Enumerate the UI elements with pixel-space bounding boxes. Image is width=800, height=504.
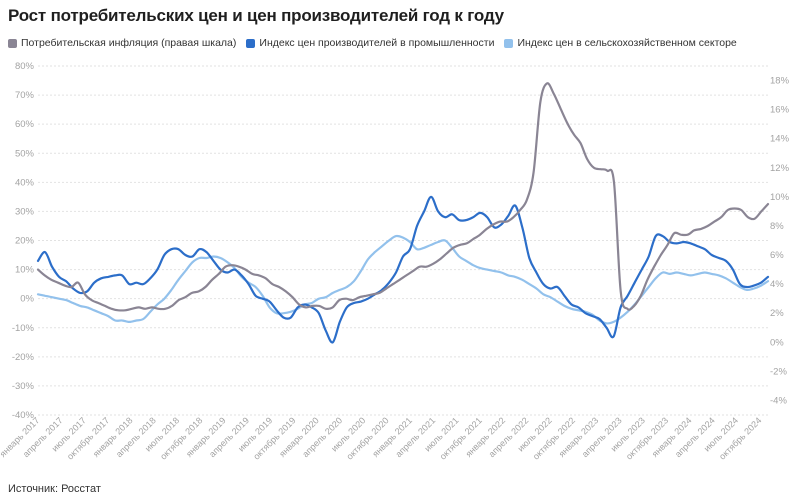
legend-item-ppi[interactable]: Индекс цен производителей в промышленнос… [246, 37, 494, 49]
chart-grid [38, 65, 768, 416]
source-note: Источник: Росстат [8, 483, 101, 495]
y-right-tick-label: 10% [770, 192, 790, 203]
legend-item-agri[interactable]: Индекс цен в сельскохозяйственном сектор… [504, 37, 737, 49]
y-left-tick-label: -20% [12, 352, 35, 363]
y-right-tick-label: -2% [770, 366, 787, 377]
legend-label-agri: Индекс цен в сельскохозяйственном сектор… [517, 37, 737, 49]
y-right-tick-label: 12% [770, 163, 790, 174]
legend-swatch-cpi [8, 38, 17, 48]
cpi-series-line [36, 82, 770, 312]
y-left-tick-label: -30% [12, 381, 35, 392]
y-right-tick-label: 4% [770, 279, 784, 290]
legend-label-cpi: Потребительская инфляция (правая шкала) [21, 37, 237, 49]
y-left-tick-label: 70% [15, 90, 35, 101]
y-right-tick-label: 16% [770, 105, 790, 116]
agri-series-line [36, 234, 770, 325]
chart-title: Рост потребительских цен и цен производи… [8, 6, 504, 25]
y-left-tick-label: 10% [15, 265, 35, 276]
y-left-tick-label: 80% [15, 61, 35, 72]
legend-swatch-agri [504, 38, 514, 48]
legend-label-ppi: Индекс цен производителей в промышленнос… [259, 37, 495, 49]
y-right-tick-label: 8% [770, 221, 784, 232]
legend-swatch-ppi [246, 38, 256, 48]
y-axis-left: 80% 70% 60% 50% 40% 30% 20% 10% 0% -10% -20% -30% -4… [12, 61, 35, 421]
x-tick-label: октябрь 2024 [717, 415, 763, 461]
y-right-tick-label: 2% [770, 308, 784, 319]
y-left-tick-label: 60% [15, 119, 35, 130]
y-left-tick-label: 20% [15, 236, 35, 247]
y-left-tick-label: -10% [12, 323, 35, 334]
y-left-tick-label: 40% [15, 177, 35, 188]
y-left-tick-label: 0% [20, 294, 34, 305]
y-axis-right: 18% 16% 14% 12% 10% 8% 6% 4% 2% 0% -2% -4% [770, 76, 790, 407]
y-left-tick-label: 50% [15, 148, 35, 159]
y-left-tick-label: -40% [12, 410, 35, 421]
y-left-tick-label: 30% [15, 206, 35, 217]
y-right-tick-label: -4% [770, 395, 787, 406]
chart-lines [36, 82, 770, 344]
y-right-tick-label: 18% [770, 76, 790, 87]
y-right-tick-label: 6% [770, 250, 784, 261]
y-right-tick-label: 0% [770, 337, 784, 348]
ppi-series-line [36, 195, 770, 344]
y-right-tick-label: 14% [770, 134, 790, 145]
chart-legend: Потребительская инфляция (правая шкала) … [8, 37, 737, 49]
legend-item-cpi[interactable]: Потребительская инфляция (правая шкала) [8, 37, 236, 49]
